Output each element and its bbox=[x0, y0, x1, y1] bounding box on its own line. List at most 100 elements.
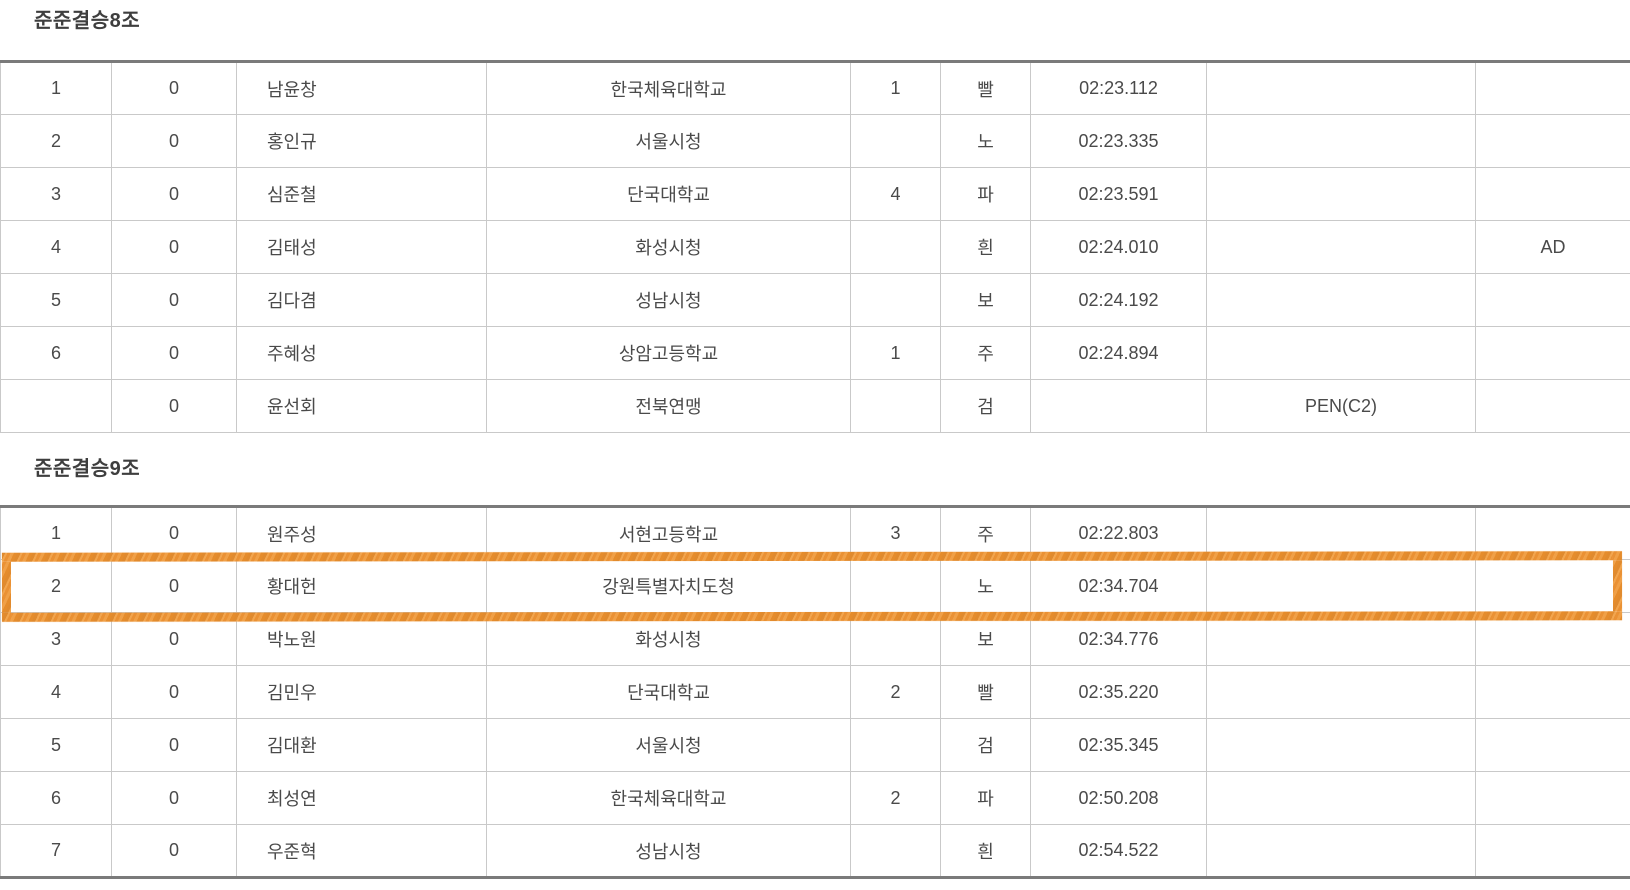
result-table-section-8: 준준결승8조 1 0 남윤창 한국체육대학교 1 빨 02:23.112 2 0 홍인규 서울시청 노… bbox=[0, 0, 1630, 433]
result-row: 4 0 김민우 단국대학교 2 빨 02:35.220 bbox=[0, 665, 1630, 719]
cell-time: 02:34.704 bbox=[1030, 559, 1207, 613]
cell-team: 한국체육대학교 bbox=[486, 61, 851, 115]
cell-name: 주혜성 bbox=[236, 326, 487, 380]
cell-name: 윤선회 bbox=[236, 379, 487, 433]
cell-note bbox=[1475, 506, 1630, 560]
table-title: 준준결승9조 bbox=[34, 458, 141, 480]
cell-penalty bbox=[1206, 326, 1476, 380]
cell-note bbox=[1475, 824, 1630, 878]
cell-note bbox=[1475, 114, 1630, 168]
cell-color: 노 bbox=[940, 114, 1031, 168]
cell-score: 0 bbox=[111, 114, 237, 168]
cell-rank: 4 bbox=[0, 665, 112, 719]
cell-note bbox=[1475, 559, 1630, 613]
cell-team: 단국대학교 bbox=[486, 665, 851, 719]
cell-team: 전북연맹 bbox=[486, 379, 851, 433]
cell-time: 02:54.522 bbox=[1030, 824, 1207, 878]
cell-score: 0 bbox=[111, 612, 237, 666]
cell-note bbox=[1475, 167, 1630, 221]
cell-note bbox=[1475, 771, 1630, 825]
cell-name: 황대헌 bbox=[236, 559, 487, 613]
cell-name: 심준철 bbox=[236, 167, 487, 221]
cell-color: 노 bbox=[940, 559, 1031, 613]
cell-team: 상암고등학교 bbox=[486, 326, 851, 380]
cell-name: 김민우 bbox=[236, 665, 487, 719]
result-row: 4 0 김태성 화성시청 흰 02:24.010 AD bbox=[0, 220, 1630, 274]
cell-name: 박노원 bbox=[236, 612, 487, 666]
cell-name: 우준혁 bbox=[236, 824, 487, 878]
cell-note bbox=[1475, 273, 1630, 327]
cell-color: 보 bbox=[940, 612, 1031, 666]
cell-name: 최성연 bbox=[236, 771, 487, 825]
cell-time: 02:24.894 bbox=[1030, 326, 1207, 380]
cell-penalty bbox=[1206, 273, 1476, 327]
cell-team: 단국대학교 bbox=[486, 167, 851, 221]
cell-penalty bbox=[1206, 771, 1476, 825]
result-row: 2 0 홍인규 서울시청 노 02:23.335 bbox=[0, 114, 1630, 168]
cell-score: 0 bbox=[111, 273, 237, 327]
cell-rank bbox=[0, 379, 112, 433]
cell-rank: 3 bbox=[0, 167, 112, 221]
cell-score: 0 bbox=[111, 61, 237, 115]
cell-rank: 3 bbox=[0, 612, 112, 666]
result-row: 6 0 주혜성 상암고등학교 1 주 02:24.894 bbox=[0, 326, 1630, 380]
cell-team: 성남시청 bbox=[486, 824, 851, 878]
cell-rank: 5 bbox=[0, 718, 112, 772]
cell-num: 1 bbox=[850, 61, 941, 115]
cell-penalty: PEN(C2) bbox=[1206, 379, 1476, 433]
cell-rank: 1 bbox=[0, 61, 112, 115]
cell-color: 빨 bbox=[940, 665, 1031, 719]
cell-score: 0 bbox=[111, 771, 237, 825]
cell-score: 0 bbox=[111, 665, 237, 719]
cell-name: 김다겸 bbox=[236, 273, 487, 327]
cell-time: 02:24.192 bbox=[1030, 273, 1207, 327]
cell-time: 02:23.591 bbox=[1030, 167, 1207, 221]
cell-team: 한국체육대학교 bbox=[486, 771, 851, 825]
cell-team: 서현고등학교 bbox=[486, 506, 851, 560]
cell-score: 0 bbox=[111, 326, 237, 380]
cell-num: 2 bbox=[850, 771, 941, 825]
cell-penalty bbox=[1206, 559, 1476, 613]
cell-num bbox=[850, 559, 941, 613]
cell-color: 주 bbox=[940, 326, 1031, 380]
result-table-section-9: 준준결승9조 1 0 원주성 서현고등학교 3 주 02:22.803 2 0 황대헌 강원특별자치… bbox=[0, 433, 1630, 879]
cell-team: 화성시청 bbox=[486, 612, 851, 666]
cell-color: 흰 bbox=[940, 220, 1031, 274]
cell-name: 원주성 bbox=[236, 506, 487, 560]
cell-color: 검 bbox=[940, 718, 1031, 772]
results-table: 1 0 원주성 서현고등학교 3 주 02:22.803 2 0 황대헌 강원특별자치도청 노 02:3… bbox=[0, 505, 1630, 879]
cell-time bbox=[1030, 379, 1207, 433]
cell-score: 0 bbox=[111, 506, 237, 560]
cell-penalty bbox=[1206, 220, 1476, 274]
cell-color: 보 bbox=[940, 273, 1031, 327]
cell-team: 서울시청 bbox=[486, 718, 851, 772]
cell-penalty bbox=[1206, 114, 1476, 168]
cell-num bbox=[850, 220, 941, 274]
cell-num: 1 bbox=[850, 326, 941, 380]
cell-name: 홍인규 bbox=[236, 114, 487, 168]
cell-note bbox=[1475, 718, 1630, 772]
cell-time: 02:35.345 bbox=[1030, 718, 1207, 772]
cell-time: 02:24.010 bbox=[1030, 220, 1207, 274]
cell-rank: 1 bbox=[0, 506, 112, 560]
cell-color: 흰 bbox=[940, 824, 1031, 878]
cell-rank: 6 bbox=[0, 326, 112, 380]
cell-num bbox=[850, 612, 941, 666]
cell-rank: 4 bbox=[0, 220, 112, 274]
cell-time: 02:35.220 bbox=[1030, 665, 1207, 719]
cell-score: 0 bbox=[111, 167, 237, 221]
cell-penalty bbox=[1206, 61, 1476, 115]
cell-note bbox=[1475, 379, 1630, 433]
cell-color: 검 bbox=[940, 379, 1031, 433]
cell-penalty bbox=[1206, 506, 1476, 560]
cell-penalty bbox=[1206, 824, 1476, 878]
cell-score: 0 bbox=[111, 559, 237, 613]
cell-time: 02:23.335 bbox=[1030, 114, 1207, 168]
cell-time: 02:34.776 bbox=[1030, 612, 1207, 666]
cell-team: 서울시청 bbox=[486, 114, 851, 168]
cell-rank: 2 bbox=[0, 114, 112, 168]
cell-note bbox=[1475, 326, 1630, 380]
result-row: 0 윤선회 전북연맹 검 PEN(C2) bbox=[0, 379, 1630, 433]
cell-team: 화성시청 bbox=[486, 220, 851, 274]
cell-num bbox=[850, 114, 941, 168]
